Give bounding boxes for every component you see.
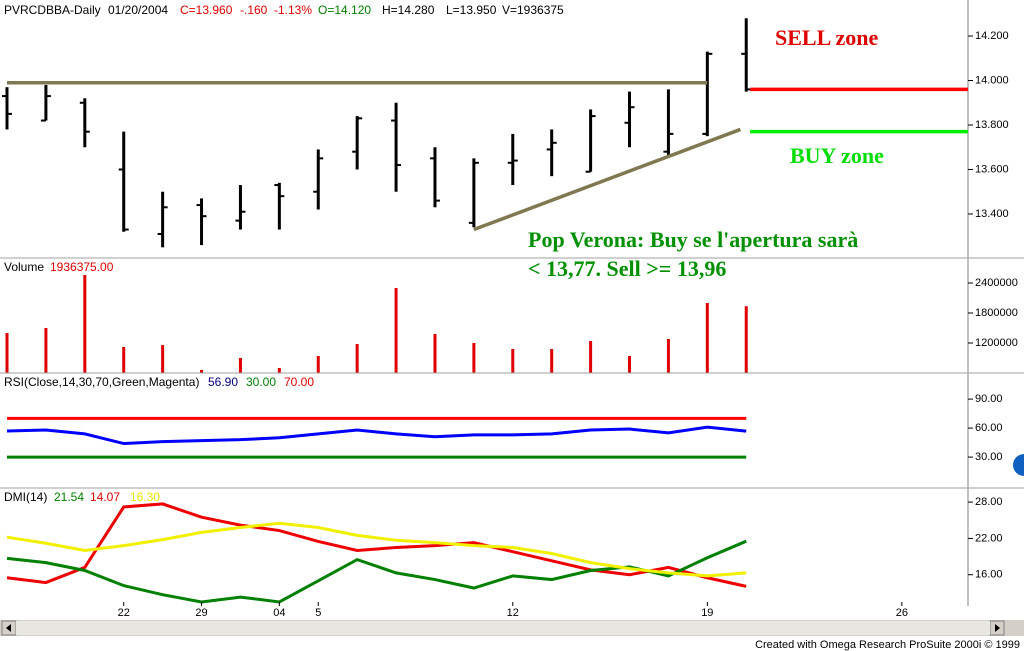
annotation: < 13,77. Sell >= 13,96 xyxy=(528,256,726,281)
header-text: PVRCDBBA-Daily xyxy=(4,3,101,17)
arrow-icon xyxy=(995,624,1000,632)
panel-label: 21.54 xyxy=(54,490,84,504)
volume-bar xyxy=(705,303,709,373)
volume-bar xyxy=(355,344,359,373)
header-text: -.160 xyxy=(240,3,268,17)
globe-icon xyxy=(1013,454,1024,476)
y-tick-label: 1800000 xyxy=(975,307,1018,319)
header-text: V=1936375 xyxy=(502,3,564,17)
x-tick-label: 5 xyxy=(315,607,321,619)
annotation: Pop Verona: Buy se l'apertura sarà xyxy=(528,227,858,252)
arrow-icon xyxy=(6,624,11,632)
volume-bar xyxy=(628,356,632,373)
y-tick-label: 13.600 xyxy=(975,163,1009,175)
volume-bar xyxy=(744,306,748,373)
annotation-line xyxy=(473,127,742,232)
y-tick-label: 13.400 xyxy=(975,208,1009,220)
y-tick-label: 14.000 xyxy=(975,74,1009,86)
volume-bar xyxy=(316,356,320,373)
x-tick-label: 12 xyxy=(507,607,519,619)
volume-bar xyxy=(666,339,670,373)
panel-label: 70.00 xyxy=(284,375,314,389)
y-tick-label: 2400000 xyxy=(975,277,1018,289)
volume-bar xyxy=(44,328,48,373)
panel-label: RSI(Close,14,30,70,Green,Magenta) xyxy=(4,375,199,389)
header-text: -1.13% xyxy=(274,3,312,17)
annotation: BUY zone xyxy=(790,143,884,168)
panel-label: 16.30 xyxy=(130,490,160,504)
x-tick-label: 29 xyxy=(195,607,207,619)
y-tick-label: 13.800 xyxy=(975,119,1009,131)
volume-bar xyxy=(238,358,242,373)
y-tick-label: 22.00 xyxy=(975,532,1003,544)
x-tick-label: 26 xyxy=(896,607,908,619)
volume-bar xyxy=(5,333,9,373)
y-tick-label: 30.00 xyxy=(975,451,1003,463)
volume-bar xyxy=(122,347,126,373)
volume-bar xyxy=(472,343,476,373)
footer: Created with Omega Research ProSuite 200… xyxy=(755,639,1020,651)
volume-bar xyxy=(550,349,554,373)
header-text: 01/20/2004 xyxy=(108,3,168,17)
volume-bar xyxy=(200,370,204,373)
volume-bar xyxy=(433,334,437,373)
x-tick-label: 22 xyxy=(118,607,130,619)
y-tick-label: 60.00 xyxy=(975,422,1003,434)
volume-bar xyxy=(394,288,398,373)
annotation: SELL zone xyxy=(775,25,879,50)
panel-label: Volume xyxy=(4,260,44,274)
y-tick-label: 90.00 xyxy=(975,393,1003,405)
y-tick-label: 14.200 xyxy=(975,30,1009,42)
header-text: O=14.120 xyxy=(318,3,371,17)
volume-bar xyxy=(511,349,515,373)
volume-bar xyxy=(277,368,281,373)
volume-bar xyxy=(83,275,87,373)
x-tick-label: 04 xyxy=(273,607,285,619)
indicator-line xyxy=(6,502,747,588)
panel-label: 56.90 xyxy=(208,375,238,389)
panel-label: DMI(14) xyxy=(4,490,47,504)
y-tick-label: 16.00 xyxy=(975,569,1003,581)
volume-bar xyxy=(161,345,165,373)
scroll-track[interactable] xyxy=(16,621,990,635)
volume-bar xyxy=(589,341,593,373)
indicator-line xyxy=(6,425,747,446)
y-tick-label: 28.00 xyxy=(975,496,1003,508)
panel-label: 1936375.00 xyxy=(50,260,114,274)
header-text: H=14.280 xyxy=(382,3,435,17)
header-text: L=13.950 xyxy=(446,3,497,17)
y-tick-label: 1200000 xyxy=(975,337,1018,349)
header-text: C=13.960 xyxy=(180,3,233,17)
panel-label: 14.07 xyxy=(90,490,120,504)
panel-label: 30.00 xyxy=(246,375,276,389)
indicator-line xyxy=(6,521,747,578)
x-tick-label: 19 xyxy=(701,607,713,619)
